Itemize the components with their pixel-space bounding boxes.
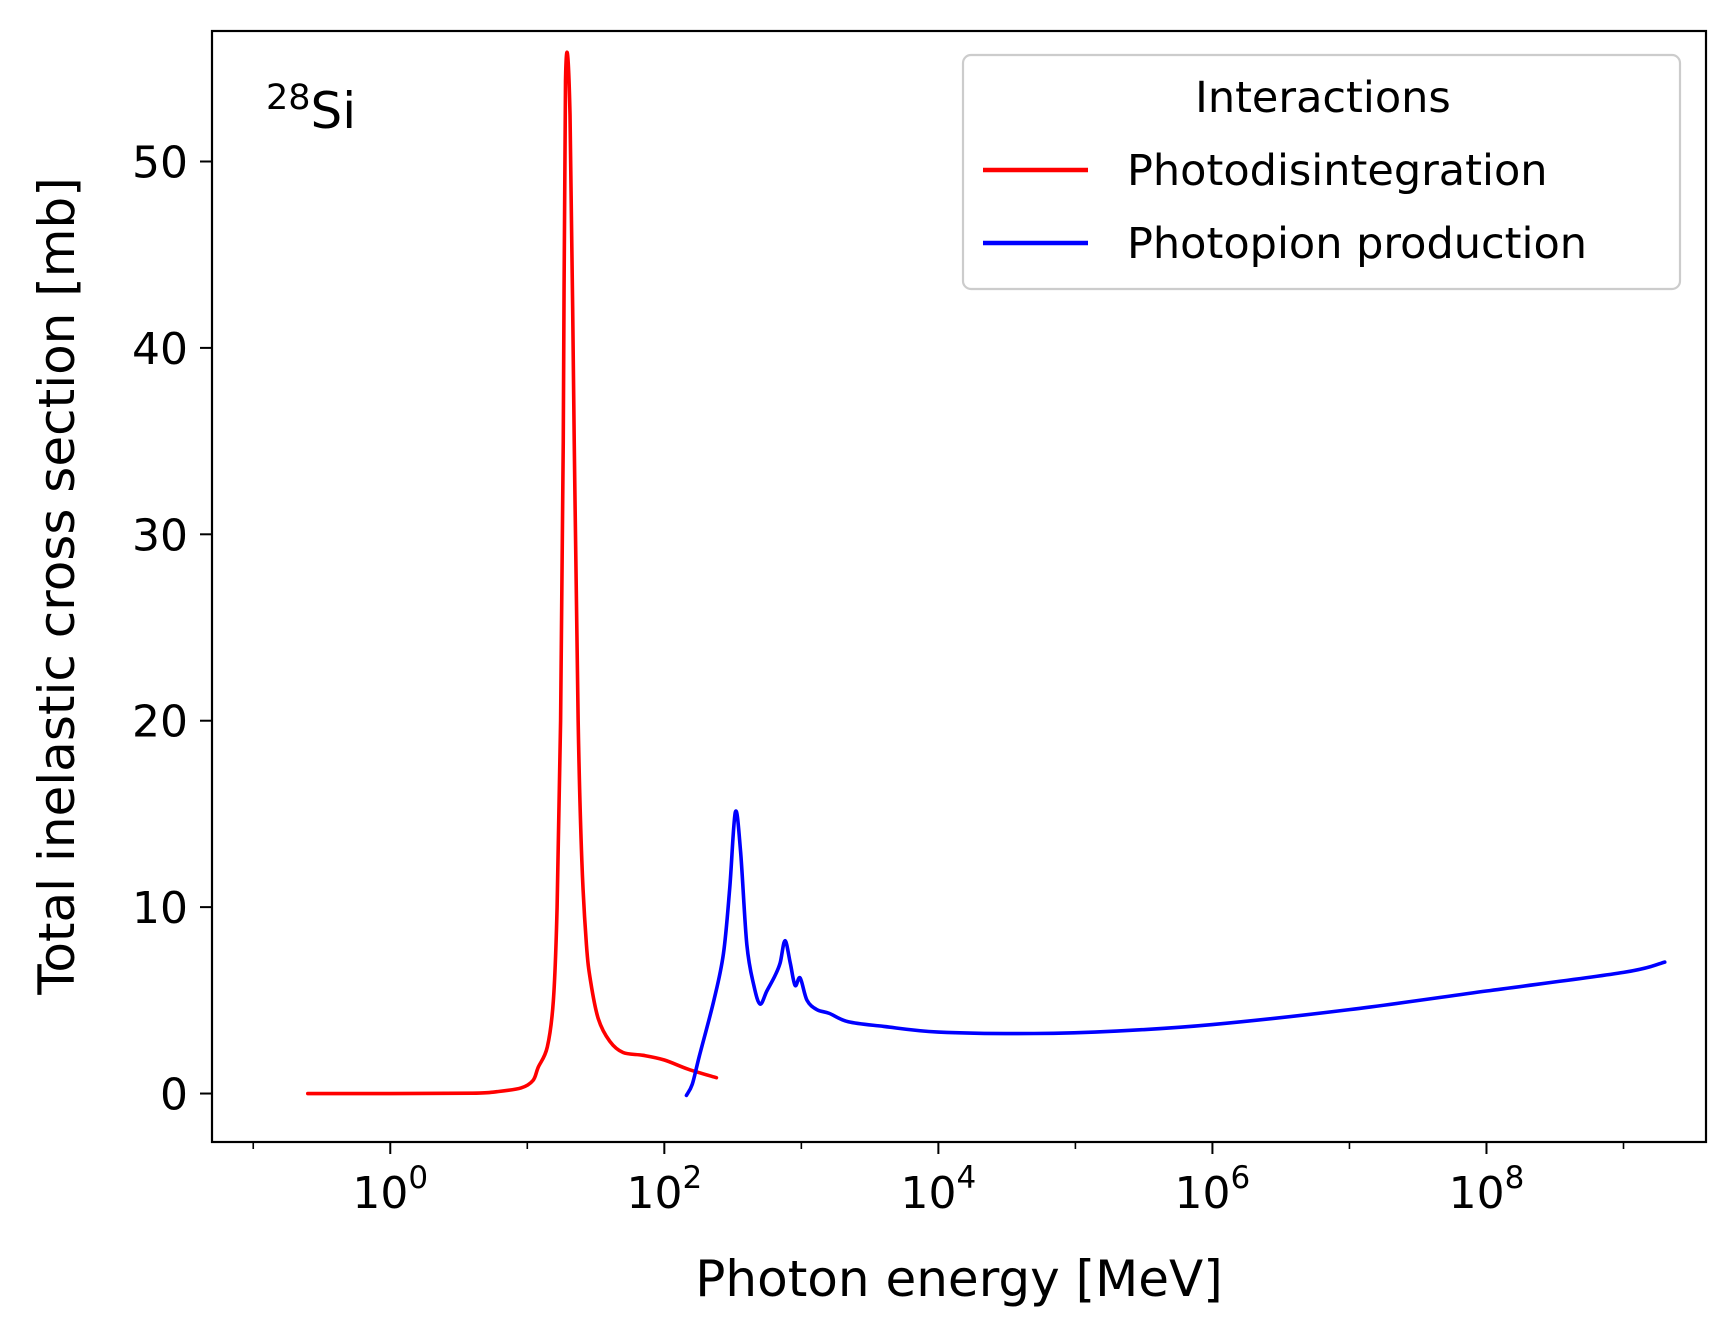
x-tick-label-base: 10 [1449,1168,1505,1219]
legend: Interactions Photodisintegration Photopi… [961,53,1682,291]
legend-label-photodisintegration: Photodisintegration [1127,146,1548,196]
isotope-annotation: 28Si [266,78,356,140]
legend-title: Interactions [1195,73,1451,123]
y-tick-label: 50 [132,137,188,188]
x-tick-label: 102 [626,1160,702,1219]
legend-box [961,53,1682,291]
x-tick-label: 106 [1175,1160,1251,1219]
y-tick-label: 40 [132,324,188,375]
y-tick-label: 0 [160,1070,188,1121]
x-tick-label-exponent: 8 [1505,1160,1525,1196]
isotope-element: Si [311,82,357,140]
isotope-mass-number: 28 [266,78,311,118]
y-axis-ticks: 0 10 20 30 40 50 [132,137,212,1121]
x-tick-label-base: 10 [901,1168,957,1219]
y-tick-label: 20 [132,697,188,748]
series-line-photodisintegration [305,50,719,1096]
x-tick-label-base: 10 [352,1168,408,1219]
x-tick-label-exponent: 0 [408,1160,428,1196]
x-tick-label-exponent: 4 [957,1160,977,1196]
x-tick-label-base: 10 [626,1168,682,1219]
x-tick-label-base: 10 [1175,1168,1231,1219]
plot-series-group [305,50,1667,1098]
series-line-photopion-production [684,809,1667,1098]
plot-area-frame [210,29,1708,1144]
legend-label-photopion-production: Photopion production [1127,219,1587,269]
x-tick-label: 100 [352,1160,428,1219]
x-tick-label-exponent: 6 [1231,1160,1251,1196]
x-tick-label: 108 [1449,1160,1525,1219]
x-axis-label: Photon energy [MeV] [695,1250,1222,1308]
y-tick-label: 30 [132,510,188,561]
y-tick-label: 10 [132,883,188,934]
x-axis-ticks: 100 102 104 106 108 [252,1142,1625,1219]
x-tick-label: 104 [901,1160,977,1219]
y-axis-label: Total inelastic cross section [mb] [28,177,86,995]
x-tick-label-exponent: 2 [682,1160,702,1196]
